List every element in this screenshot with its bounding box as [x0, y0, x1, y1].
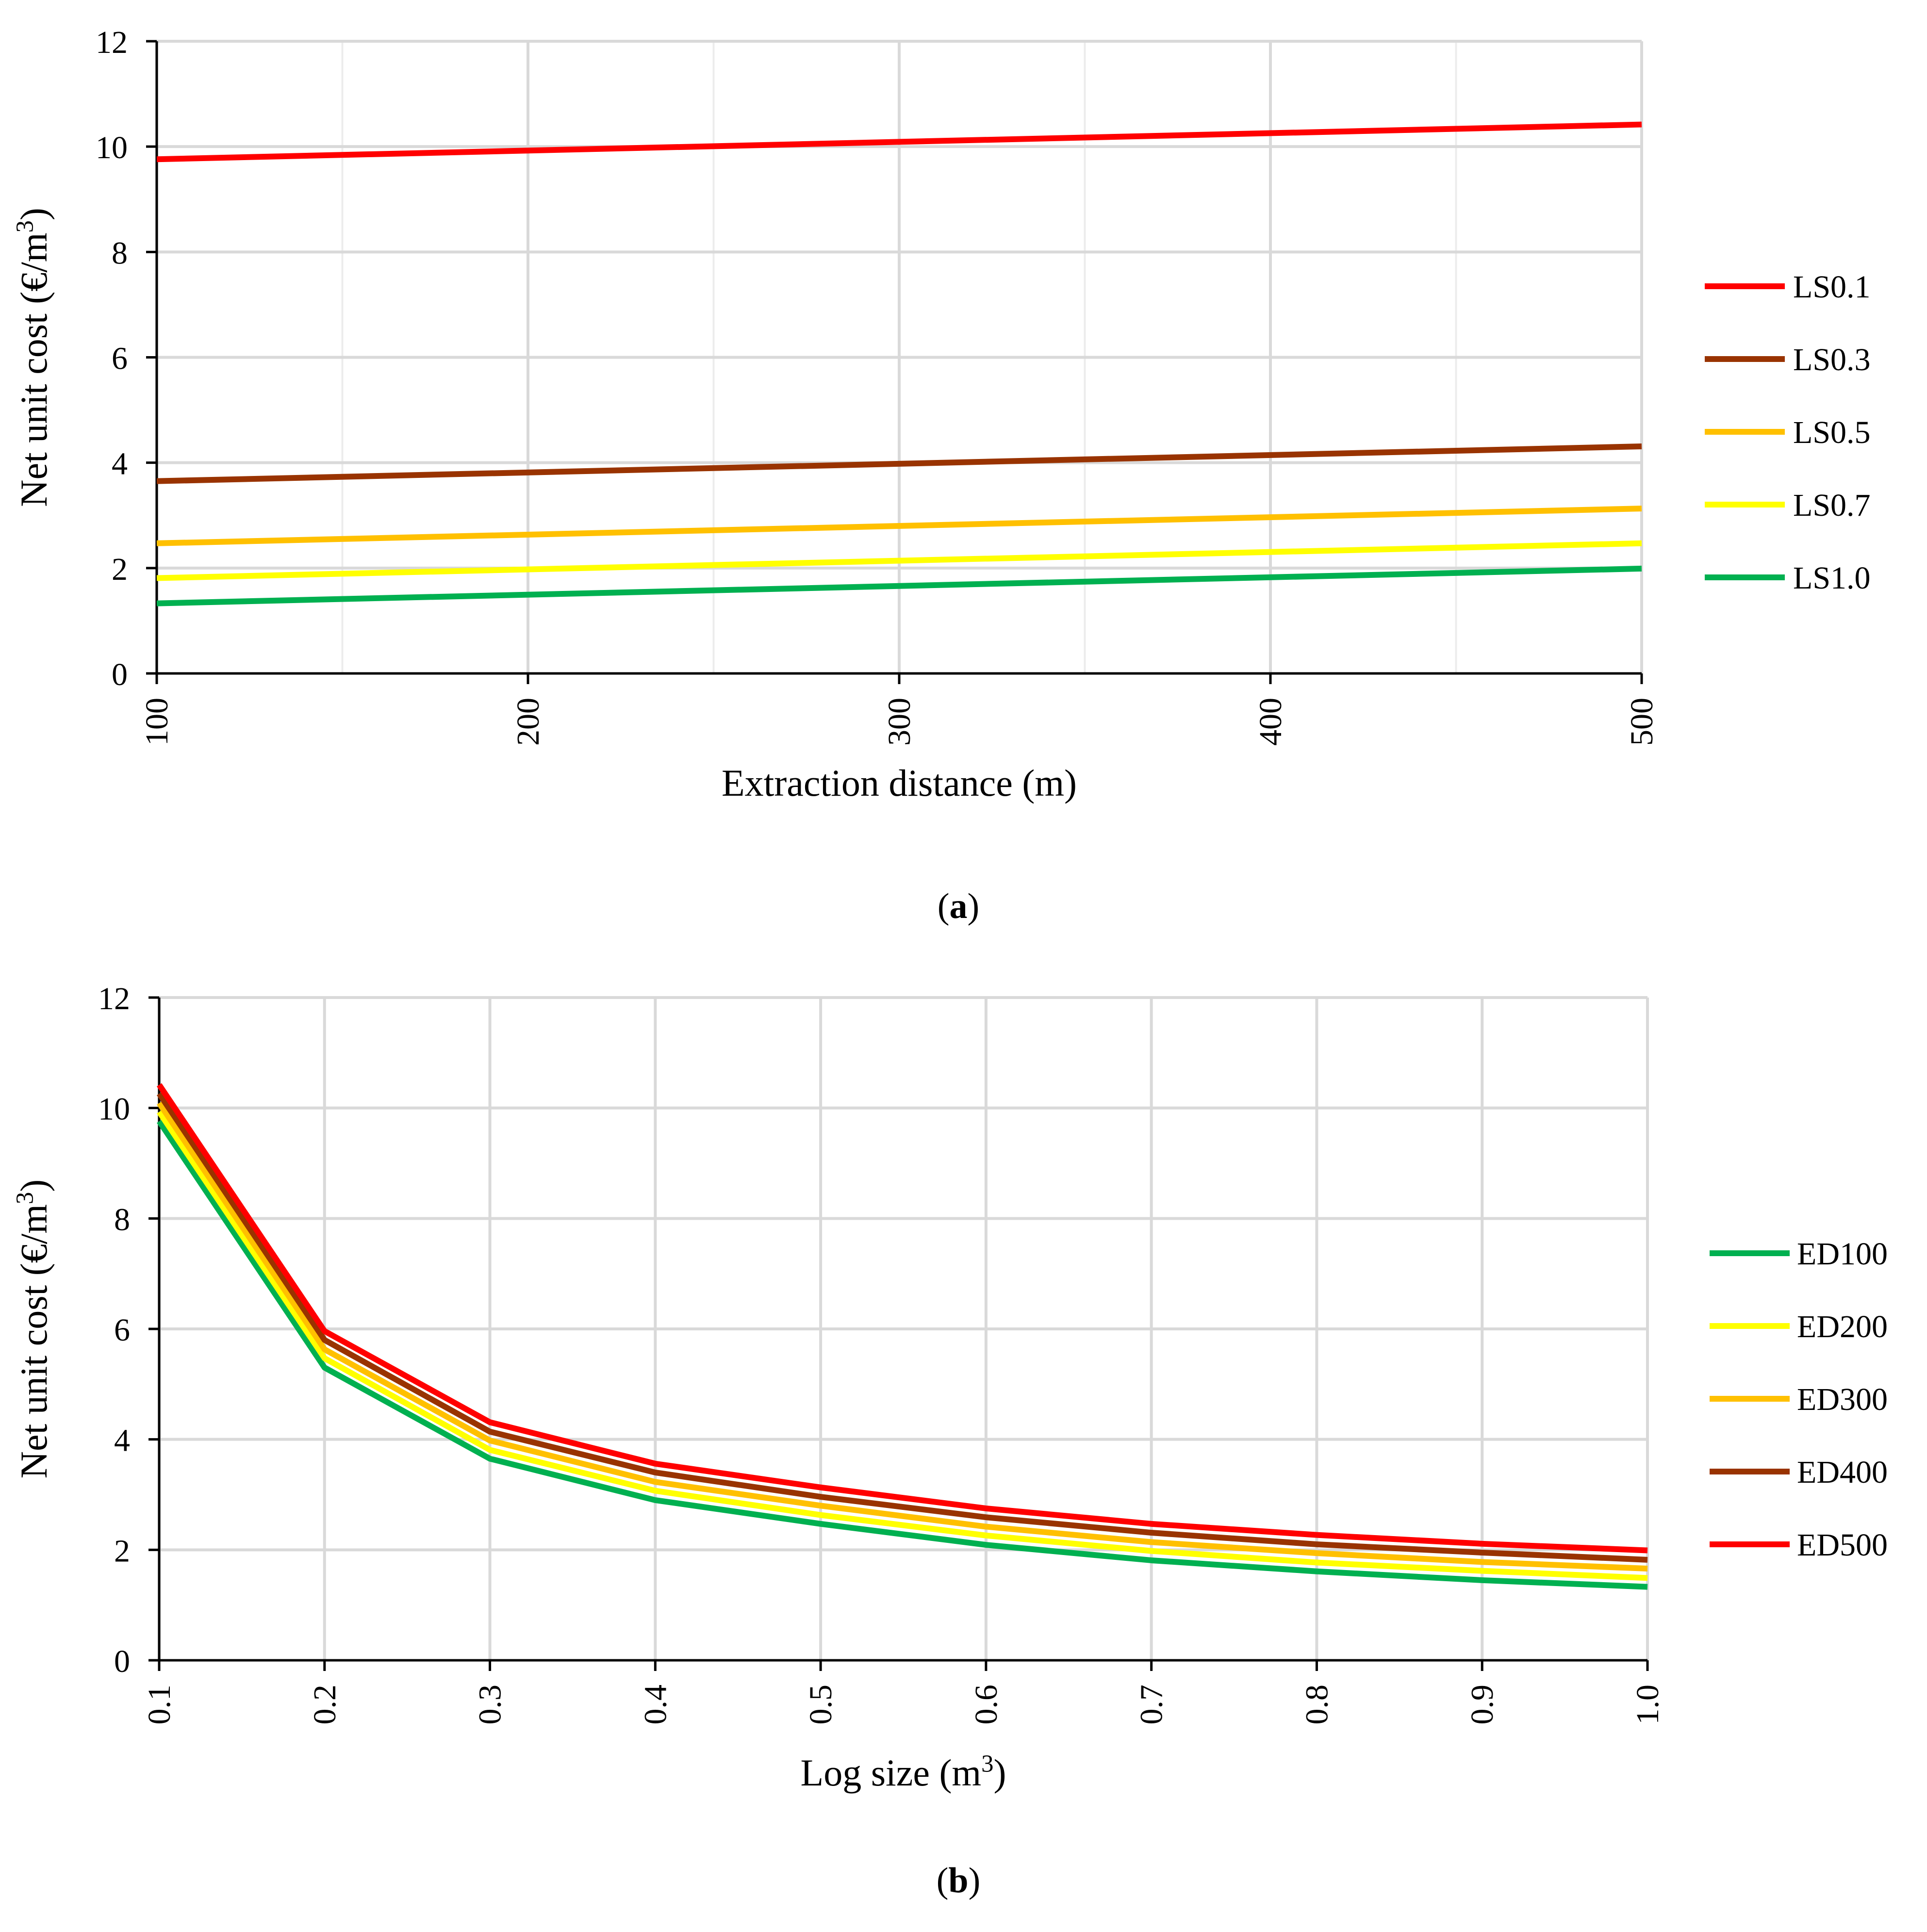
- series-line-ls1-0: [156, 565, 1642, 606]
- y-axis-title: Net unit cost (€/m3): [11, 208, 55, 507]
- y-tick-label: 12: [96, 25, 128, 60]
- panel-letter: a: [950, 886, 968, 926]
- x-tick-label: 300: [882, 698, 917, 746]
- y-tick-label: 6: [114, 1312, 130, 1348]
- series-line-ed300: [157, 1101, 1648, 1572]
- legend-label: LS0.7: [1793, 488, 1871, 523]
- series-line-ls0-7: [156, 540, 1642, 581]
- series-line-ed500: [157, 1083, 1648, 1554]
- x-tick-label: 200: [511, 698, 546, 746]
- y-axis-title: Net unit cost (€/m3): [11, 1179, 55, 1479]
- y-tick-label: 4: [114, 1423, 130, 1458]
- legend-label: LS0.3: [1793, 342, 1871, 377]
- y-tick-label: 4: [112, 446, 128, 482]
- series-line-ls0-5: [156, 506, 1642, 546]
- legend-label: ED500: [1797, 1527, 1888, 1563]
- x-tick-label: 0.3: [473, 1685, 508, 1725]
- panel-letter: b: [948, 1861, 968, 1900]
- legend-label: ED100: [1797, 1236, 1888, 1272]
- y-tick-label: 6: [112, 341, 128, 377]
- x-tick-label: 0.4: [638, 1685, 673, 1725]
- x-tick-label: 100: [139, 698, 175, 746]
- x-axis-title: Log size (m3): [801, 1750, 1006, 1794]
- panel-label: (b): [937, 1861, 980, 1900]
- x-axis-title: Extraction distance (m): [722, 762, 1077, 804]
- x-tick-label: 0.2: [307, 1685, 343, 1725]
- x-tick-label: 0.6: [969, 1685, 1004, 1725]
- y-tick-label: 12: [98, 981, 130, 1016]
- x-tick-label: 0.8: [1299, 1685, 1334, 1725]
- legend-label: ED300: [1797, 1382, 1888, 1417]
- legend-label: LS0.1: [1793, 269, 1871, 305]
- x-tick-label: 0.7: [1134, 1685, 1169, 1725]
- series-line-ed100: [157, 1119, 1648, 1590]
- y-tick-label: 10: [96, 130, 128, 165]
- series-line-ls0-1: [156, 121, 1642, 163]
- legend-label: ED400: [1797, 1455, 1888, 1490]
- x-tick-label: 0.5: [803, 1685, 839, 1725]
- series-line-ls0-3: [156, 443, 1642, 484]
- x-tick-label: 1.0: [1630, 1685, 1665, 1725]
- x-tick-label: 500: [1624, 698, 1660, 746]
- y-tick-label: 10: [98, 1092, 130, 1127]
- chart-panel-b: 0 2 4 6 8 10 12 0.1 0.2 0.3 0.4 0.5 0.6 0.7 0.8 0.9 1.0 L…: [11, 981, 1888, 1900]
- y-tick-label: 0: [114, 1644, 130, 1679]
- x-tick-label: 0.1: [142, 1685, 177, 1725]
- panel-label: (a): [938, 886, 979, 926]
- legend-label: ED200: [1797, 1309, 1888, 1344]
- y-tick-label: 2: [114, 1533, 130, 1569]
- x-tick-label: 0.9: [1465, 1685, 1500, 1725]
- chart-panel-a: 0 2 4 6 8 10 12 100 200 300 400 500 Extraction dista…: [11, 25, 1871, 926]
- x-tick-label: 400: [1253, 698, 1288, 746]
- y-tick-label: 8: [112, 235, 128, 271]
- y-tick-label: 2: [112, 552, 128, 587]
- y-tick-label: 8: [114, 1202, 130, 1237]
- series-line-ed400: [157, 1092, 1648, 1563]
- legend-label: LS1.0: [1793, 560, 1871, 596]
- series-line-ed200: [157, 1110, 1648, 1581]
- y-tick-label: 0: [112, 657, 128, 692]
- legend-label: LS0.5: [1793, 415, 1871, 450]
